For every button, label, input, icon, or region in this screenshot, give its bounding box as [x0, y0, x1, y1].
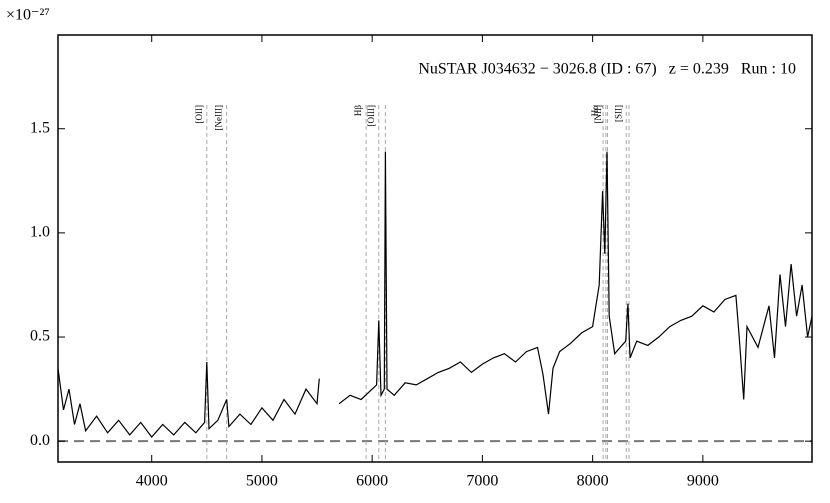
line-marker-label: [SII] [613, 105, 623, 122]
y-tick-label: 1.0 [30, 224, 50, 241]
x-tick-label: 4000 [136, 473, 168, 490]
x-tick-label: 5000 [246, 473, 278, 490]
line-marker-label: [NeIII] [214, 105, 224, 130]
plot-frame [57, 34, 813, 463]
y-tick-label: 1.5 [30, 119, 50, 136]
y-tick-label: 0.5 [30, 328, 50, 345]
x-tick-label: 8000 [577, 473, 609, 490]
y-tick-label: 0.0 [30, 432, 50, 449]
line-marker-label: [OII] [194, 105, 204, 124]
y-offset-label: ×10⁻²⁷ [6, 7, 50, 24]
x-tick-label: 7000 [466, 473, 498, 490]
line-marker-label: Hβ [353, 105, 363, 116]
x-tick-label: 6000 [356, 473, 388, 490]
annotation: NuSTAR J034632 − 3026.8 (ID : 67) z = 0.… [418, 61, 796, 78]
line-marker-label: [OIII] [366, 105, 376, 127]
spectrum-line [58, 151, 812, 438]
line-marker-label: [NII] [593, 105, 603, 124]
x-tick-label: 9000 [687, 473, 719, 490]
line-marker-label: Hα [590, 105, 600, 116]
